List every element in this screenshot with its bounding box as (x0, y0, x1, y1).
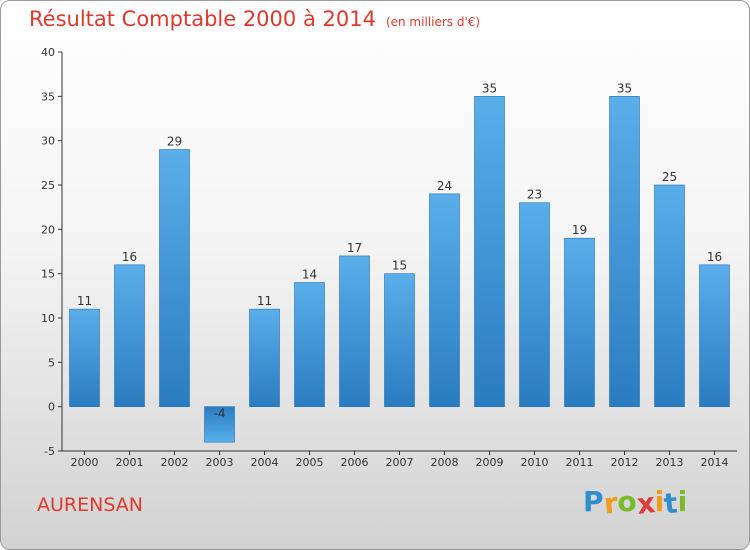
chart-subtitle: (en milliers d'€) (385, 15, 481, 29)
data-label-2005: 14 (302, 268, 317, 282)
logo-letter: o (617, 485, 637, 518)
x-tick-label-2013: 2013 (656, 456, 684, 469)
data-label-2010: 23 (527, 188, 542, 202)
y-tick-label: 20 (41, 223, 55, 236)
bar-2003 (204, 406, 235, 443)
x-tick-label-2008: 2008 (431, 456, 459, 469)
data-label-2003: -4 (214, 407, 226, 421)
y-tick-label: 15 (41, 268, 55, 281)
x-tick-label-2002: 2002 (161, 456, 189, 469)
data-label-2000: 11 (77, 294, 92, 308)
data-label-2001: 16 (122, 250, 137, 264)
y-tick-label: 35 (41, 90, 55, 103)
logo-letter: x (634, 486, 657, 521)
chart-title-main: Résultat Comptable 2000 à 2014 (29, 7, 376, 31)
bar-2014 (699, 264, 730, 407)
x-tick-label-2014: 2014 (701, 456, 729, 469)
bar-2000 (69, 308, 100, 407)
logo-letter: i (677, 485, 688, 518)
data-labels: 11 16 29 -4 11 14 17 15 24 35 23 19 35 25 16 (77, 81, 722, 420)
bar-2001 (114, 264, 145, 407)
bars (69, 96, 730, 443)
bar-2012 (609, 96, 640, 407)
y-tick-label: 0 (48, 401, 55, 414)
data-label-2006: 17 (347, 241, 362, 255)
logo-letter: i (654, 485, 665, 518)
proxiti-logo: Proxiti (583, 485, 688, 521)
bar-2013 (654, 184, 685, 407)
bar-2002 (159, 149, 190, 407)
x-tick-label-2012: 2012 (611, 456, 639, 469)
bar-2004 (249, 308, 280, 407)
data-label-2008: 24 (437, 179, 452, 193)
bar-2011 (564, 237, 595, 407)
x-tick-label-2010: 2010 (521, 456, 549, 469)
logo-letter: r (601, 486, 620, 521)
y-tick-label: 25 (41, 179, 55, 192)
x-tick-label-2006: 2006 (341, 456, 369, 469)
x-tick-label-2005: 2005 (296, 456, 324, 469)
data-label-2013: 25 (662, 170, 677, 184)
y-tick-label: 5 (48, 356, 55, 369)
x-tick-label-2003: 2003 (206, 456, 234, 469)
x-tick-label-2009: 2009 (476, 456, 504, 469)
bar-2005 (294, 282, 325, 407)
y-tick-label: 40 (41, 46, 55, 59)
logo-letter: P (583, 485, 604, 518)
data-label-2014: 16 (707, 250, 722, 264)
bar-2009 (474, 96, 505, 407)
x-tick-label-2004: 2004 (251, 456, 279, 469)
y-tick-label: -5 (44, 445, 55, 458)
bar-2010 (519, 202, 550, 407)
bar-2006 (339, 255, 370, 407)
x-tick-label-2000: 2000 (71, 456, 99, 469)
data-label-2012: 35 (617, 81, 632, 95)
x-tick-label-2011: 2011 (566, 456, 594, 469)
data-label-2007: 15 (392, 259, 407, 273)
city-name: AURENSAN (37, 494, 143, 516)
bar-2008 (429, 193, 460, 407)
x-tick-label-2007: 2007 (386, 456, 414, 469)
data-label-2011: 19 (572, 223, 587, 237)
x-tick-label-2001: 2001 (116, 456, 144, 469)
data-label-2009: 35 (482, 81, 497, 95)
data-label-2004: 11 (257, 294, 272, 308)
y-tick-label: 30 (41, 135, 55, 148)
y-tick-label: 10 (41, 312, 55, 325)
bar-2007 (384, 273, 415, 407)
axes: -5 0 5 10 15 20 25 30 35 40 2000 2001 2002 2003 2004 20… (41, 46, 737, 469)
chart-title: Résultat Comptable 2000 à 2014 (en millie… (29, 7, 480, 31)
data-label-2002: 29 (167, 135, 182, 149)
